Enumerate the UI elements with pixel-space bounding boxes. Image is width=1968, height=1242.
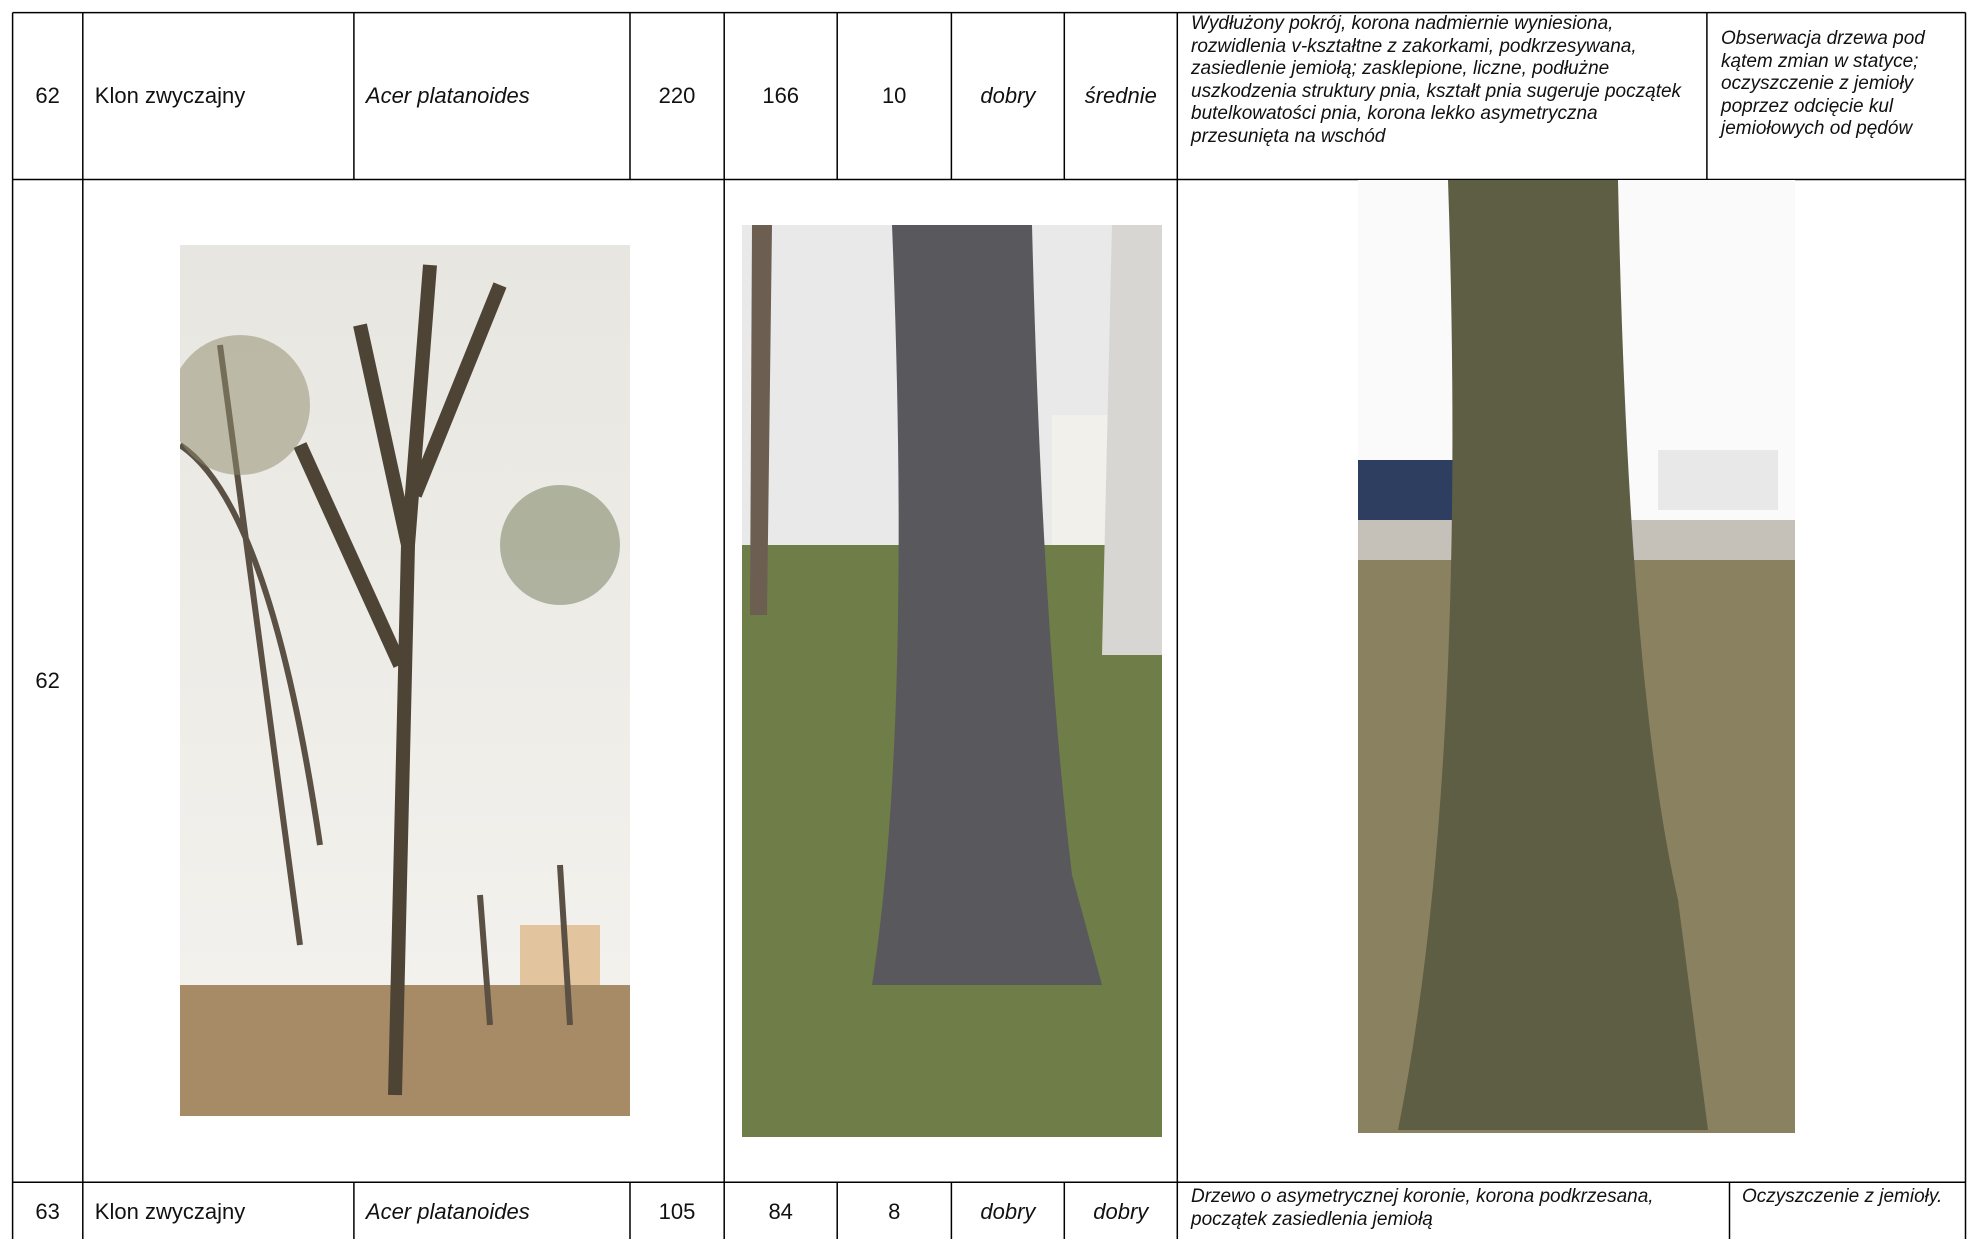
cell-recommendation: Obserwacja drzewa pod kątem zmian w stat…: [1721, 28, 1925, 140]
cell-number: 62: [35, 83, 60, 109]
cell-condition: dobry: [980, 83, 1036, 109]
photo-tree-crown: [179, 244, 630, 1116]
photo-trunk-base: [1358, 179, 1795, 1133]
cell-condition: dobry: [980, 1199, 1036, 1225]
cell-value: 105: [658, 1199, 696, 1225]
cell-number: 62: [35, 668, 60, 693]
photo-trunk: [741, 224, 1162, 1137]
cell-value: 84: [768, 1199, 793, 1225]
cell-value: 10: [881, 83, 907, 109]
cell-value: 220: [658, 83, 696, 109]
cell-latin: Acer platanoides: [365, 1199, 530, 1225]
cell-value: 8: [888, 1199, 901, 1225]
cell-latin: Acer platanoides: [365, 83, 530, 109]
cell-number: 63: [35, 1199, 60, 1225]
cell-condition: średnie: [1084, 83, 1157, 109]
cell-condition: dobry: [1093, 1199, 1149, 1225]
cell-description: Wydłużony pokrój, korona nadmiernie wyni…: [1191, 13, 1682, 147]
cell-description: Drzewo o asymetrycznej koronie, korona p…: [1191, 1186, 1654, 1230]
cell-name: Klon zwyczajny: [94, 1199, 246, 1225]
cell-name: Klon zwyczajny: [94, 83, 246, 109]
cell-recommendation: Oczyszczenie z jemioły.: [1742, 1186, 1943, 1207]
cell-value: 166: [762, 83, 800, 109]
